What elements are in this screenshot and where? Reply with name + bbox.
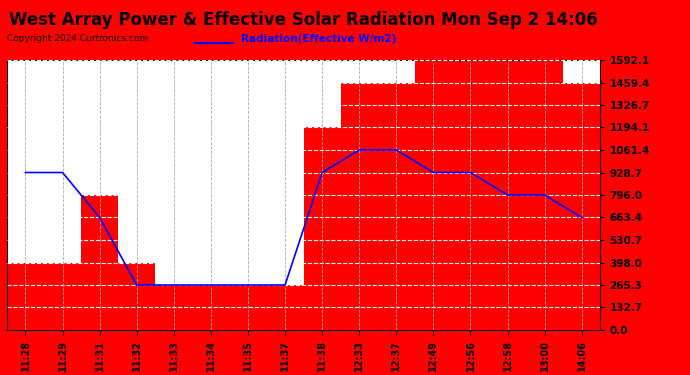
Bar xyxy=(341,82,378,330)
Bar xyxy=(118,262,155,330)
Bar xyxy=(7,262,44,330)
Bar xyxy=(563,82,600,330)
Text: Radiation(Effective W/m2): Radiation(Effective W/m2) xyxy=(241,34,397,44)
Text: West Array Power & Effective Solar Radiation Mon Sep 2 14:06: West Array Power & Effective Solar Radia… xyxy=(9,11,598,29)
Bar xyxy=(304,128,341,330)
Bar xyxy=(526,60,563,330)
Bar xyxy=(266,285,304,330)
Bar xyxy=(489,60,526,330)
Bar xyxy=(193,285,229,330)
Bar xyxy=(415,60,452,330)
Bar xyxy=(44,262,81,330)
Bar xyxy=(229,285,266,330)
Bar xyxy=(155,285,193,330)
Text: Copyright 2024 Curtronics.com: Copyright 2024 Curtronics.com xyxy=(7,34,148,43)
Text: West Array(DC Watts): West Array(DC Watts) xyxy=(428,34,556,44)
Bar xyxy=(452,60,489,330)
Bar xyxy=(81,195,118,330)
Bar xyxy=(378,82,415,330)
